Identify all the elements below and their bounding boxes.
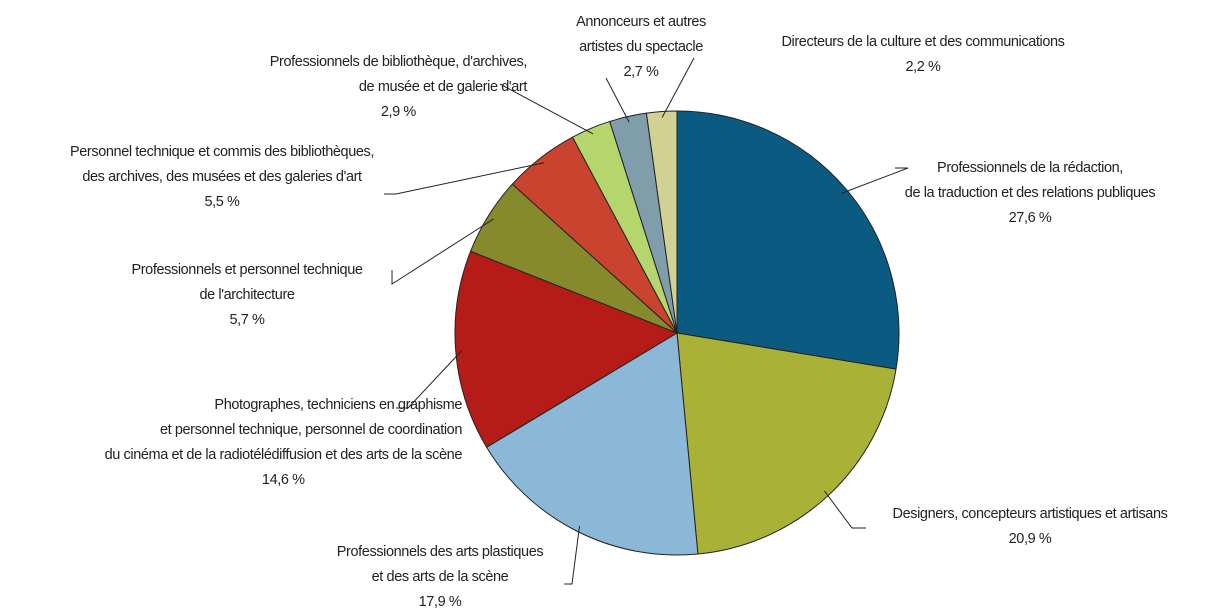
slice-label: et personnel technique, personnel de coo… (160, 422, 462, 438)
leader-line (384, 162, 545, 195)
slice-label: Personnel technique et commis des biblio… (70, 144, 374, 160)
slice-label: Professionnels de bibliothèque, d'archiv… (270, 54, 527, 70)
value-label: 5,7 % (229, 312, 265, 328)
leader-line (661, 57, 695, 118)
slice-label: Designers, concepteurs artistiques et ar… (893, 506, 1168, 522)
value-label: 14,6 % (262, 472, 305, 488)
slice-label: de musée et de galerie d'art (359, 79, 527, 95)
value-label: 2,2 % (905, 59, 941, 75)
slice-label: artistes du spectacle (579, 39, 703, 55)
value-label: 20,9 % (1009, 531, 1052, 547)
leader-line (841, 167, 909, 194)
slice-label: Directeurs de la culture et des communic… (781, 34, 1064, 50)
slice-label: du cinéma et de la radiotélédiffusion et… (105, 447, 463, 463)
slice-label: des archives, des musées et des galeries… (82, 169, 362, 185)
slice-label: et des arts de la scène (372, 569, 509, 585)
value-label: 27,6 % (1009, 210, 1052, 226)
value-label: 17,9 % (419, 594, 462, 610)
slice-label: de la traduction et des relations publiq… (905, 185, 1156, 201)
slice-label: Annonceurs et autres (576, 14, 706, 30)
slice-label: Professionnels et personnel technique (131, 262, 362, 278)
leader-line (605, 77, 630, 123)
value-label: 2,9 % (381, 104, 417, 120)
pie-slice (645, 110, 678, 334)
leader-line (564, 525, 581, 585)
leader-line (823, 490, 866, 529)
leader-line (391, 218, 494, 285)
pie-slice (676, 110, 900, 370)
slice-label: de l'architecture (199, 287, 294, 303)
pie-slice (676, 332, 897, 555)
value-label: 2,7 % (623, 64, 659, 80)
pie-slice (485, 332, 699, 556)
leader-line (499, 83, 594, 135)
value-label: 5,5 % (204, 194, 240, 210)
leader-line (396, 350, 463, 409)
slice-label: Professionnels des arts plastiques (337, 544, 544, 560)
slice-label: Professionnels de la rédaction, (937, 160, 1123, 176)
slice-label: Photographes, techniciens en graphisme (214, 397, 462, 413)
pie-slice (454, 250, 679, 448)
